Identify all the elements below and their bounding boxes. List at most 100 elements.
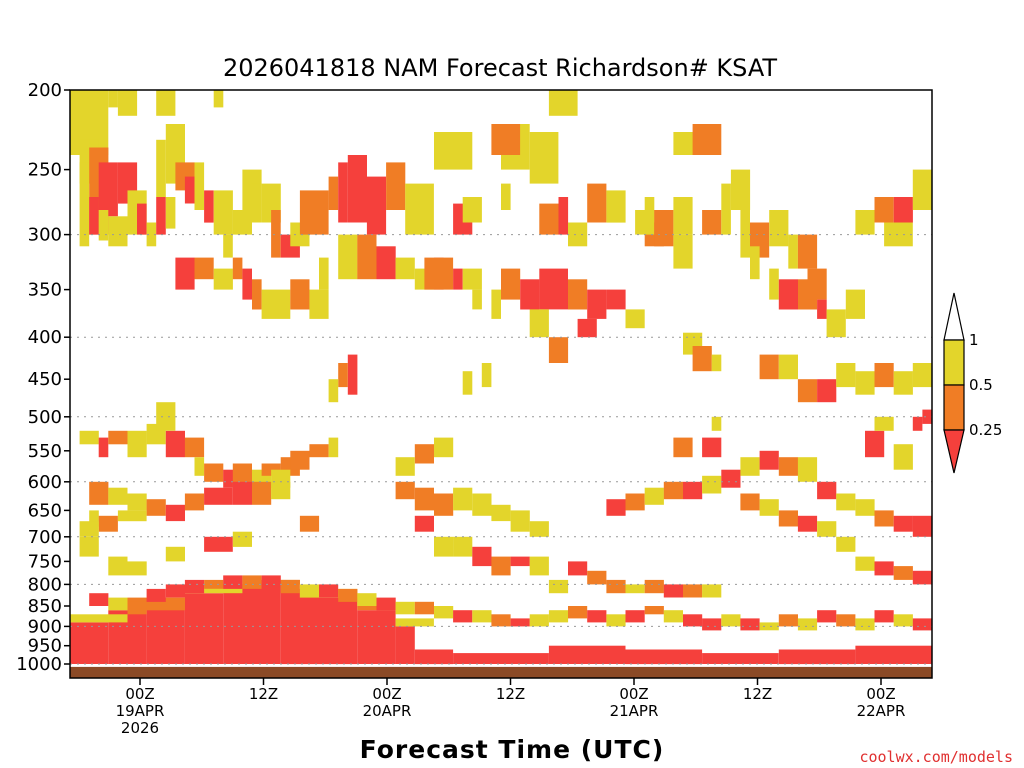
y-tick-label: 1000 bbox=[16, 654, 62, 675]
ri-band-cell bbox=[319, 597, 358, 665]
ri-cell bbox=[587, 183, 607, 223]
ri-cell bbox=[836, 493, 856, 511]
ri-cell bbox=[462, 268, 482, 290]
x-axis-label: Forecast Time (UTC) bbox=[360, 735, 665, 764]
y-tick-label: 250 bbox=[28, 160, 62, 181]
x-tick-label: 22APR bbox=[857, 702, 906, 720]
ri-cell bbox=[568, 222, 588, 247]
x-tick-label: 19APR bbox=[116, 702, 165, 720]
ri-cell bbox=[912, 618, 932, 631]
ri-band-cell bbox=[778, 649, 856, 665]
ri-cell bbox=[117, 510, 147, 522]
ri-cell bbox=[434, 493, 454, 516]
ri-cell bbox=[453, 610, 473, 623]
ri-cell bbox=[79, 430, 99, 445]
ri-cell bbox=[414, 444, 434, 464]
ri-cell bbox=[893, 614, 913, 627]
ri-cell bbox=[223, 234, 233, 258]
ri-cell bbox=[386, 162, 406, 210]
ri-cell bbox=[108, 487, 128, 505]
ri-cell bbox=[587, 289, 607, 319]
ri-cell bbox=[884, 222, 913, 247]
ri-cell bbox=[797, 457, 818, 482]
ri-cell bbox=[702, 437, 722, 458]
ri-cell bbox=[434, 536, 454, 557]
y-tick-label: 850 bbox=[28, 596, 62, 617]
ri-cell bbox=[434, 132, 473, 170]
x-tick-label: 12Z bbox=[743, 685, 772, 703]
ri-cell bbox=[108, 556, 128, 576]
ri-band-cell bbox=[70, 622, 109, 664]
ri-cell bbox=[778, 614, 798, 627]
ri-cell bbox=[156, 139, 166, 197]
ri-band-cell bbox=[146, 601, 185, 664]
ri-cell bbox=[797, 234, 818, 269]
y-tick-label: 400 bbox=[28, 327, 62, 348]
ri-cell bbox=[740, 210, 750, 258]
ri-cell bbox=[472, 546, 492, 567]
ri-cell bbox=[797, 515, 818, 532]
ri-cell bbox=[912, 515, 932, 537]
ri-cell bbox=[865, 430, 885, 458]
y-tick-label: 900 bbox=[28, 616, 62, 637]
ri-cell bbox=[893, 444, 913, 470]
ri-cell bbox=[912, 570, 932, 585]
ri-cell bbox=[184, 176, 195, 204]
legend-label: 0.25 bbox=[969, 421, 1002, 439]
ri-cell bbox=[414, 515, 434, 532]
ri-cell bbox=[625, 610, 645, 623]
ri-cell bbox=[874, 561, 894, 576]
ri-cell bbox=[606, 614, 626, 627]
ri-cell bbox=[510, 556, 530, 567]
ri-cell bbox=[414, 487, 434, 511]
ri-cell bbox=[89, 481, 109, 505]
ri-cell bbox=[232, 531, 252, 547]
ri-cell bbox=[893, 515, 913, 532]
ri-cell bbox=[587, 570, 607, 585]
ri-cell bbox=[893, 197, 913, 223]
x-tick-label: 00Z bbox=[125, 685, 154, 703]
ri-cell bbox=[146, 222, 157, 247]
ri-cell bbox=[855, 618, 875, 631]
ri-cell bbox=[299, 515, 320, 532]
ground-fill bbox=[70, 666, 932, 678]
ri-cell bbox=[280, 579, 300, 594]
ri-cell bbox=[223, 575, 243, 589]
ri-cell bbox=[673, 234, 693, 269]
heatmap-cells bbox=[70, 90, 932, 665]
ri-band-cell bbox=[702, 653, 779, 664]
ri-cell bbox=[453, 536, 473, 557]
ri-cell bbox=[194, 257, 214, 280]
ri-cell bbox=[711, 416, 722, 431]
ri-cell bbox=[625, 584, 645, 594]
ri-cell bbox=[319, 584, 339, 598]
ri-band-cell bbox=[223, 584, 281, 664]
ri-cell bbox=[79, 162, 90, 247]
ri-cell bbox=[252, 183, 262, 223]
ri-cell bbox=[184, 493, 205, 511]
ri-cell bbox=[644, 579, 664, 594]
ri-cell bbox=[730, 169, 751, 210]
ri-cell bbox=[194, 162, 205, 210]
ri-cell bbox=[587, 610, 607, 623]
ri-cell bbox=[309, 444, 329, 458]
ri-cell bbox=[520, 279, 540, 310]
ri-cell bbox=[740, 457, 760, 476]
plot-frame bbox=[69, 89, 933, 679]
ri-cell bbox=[606, 579, 626, 594]
ri-cell bbox=[146, 499, 166, 516]
ri-cell bbox=[242, 268, 252, 300]
x-tick-label: 00Z bbox=[619, 685, 648, 703]
legend-label: 0.5 bbox=[969, 376, 993, 394]
ri-cell bbox=[510, 510, 530, 532]
y-tick-label: 600 bbox=[28, 472, 62, 493]
ri-cell bbox=[299, 584, 320, 598]
ri-band-cell bbox=[70, 614, 128, 623]
ri-band-cell bbox=[453, 653, 549, 664]
ri-cell bbox=[127, 493, 147, 511]
ri-cell bbox=[184, 579, 205, 594]
ri-cell bbox=[529, 521, 549, 537]
ri-cell bbox=[366, 176, 387, 235]
ri-cell bbox=[338, 363, 348, 388]
y-tick-label: 750 bbox=[28, 551, 62, 572]
